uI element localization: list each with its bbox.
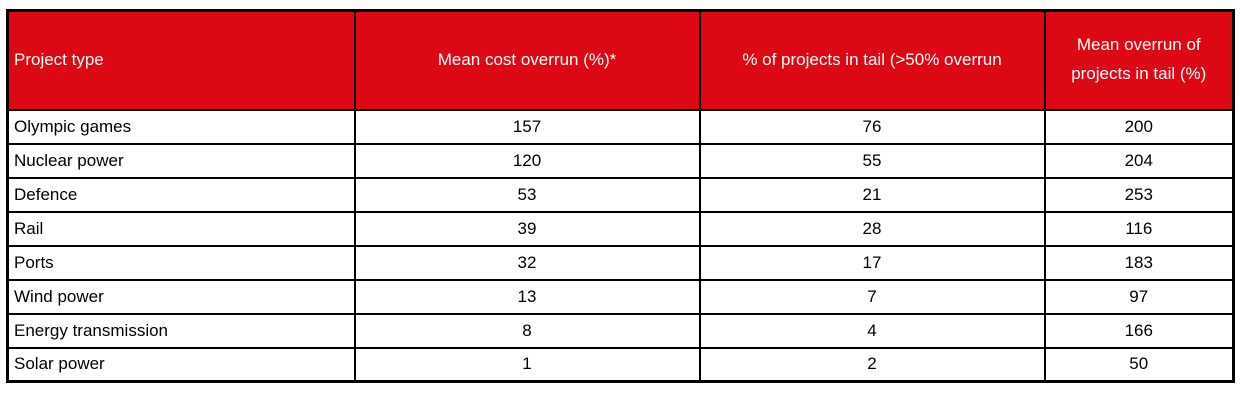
table-cell-project-type: Energy transmission <box>6 312 356 349</box>
table-cell-project-type: Ports <box>6 244 356 281</box>
table-cell-project-type: Solar power <box>6 346 356 383</box>
table-cell-mean-overrun-tail: 50 <box>1043 346 1235 383</box>
table-cell-mean-cost-overrun: 53 <box>353 176 701 213</box>
table-cell-project-type: Defence <box>6 176 356 213</box>
table-cell-mean-cost-overrun: 39 <box>353 210 701 247</box>
table-cell-mean-overrun-tail: 200 <box>1043 108 1235 145</box>
table-cell-project-type: Wind power <box>6 278 356 315</box>
column-header-mean-overrun-in-tail: Mean overrun of projects in tail (%) <box>1043 9 1235 111</box>
table-cell-mean-overrun-tail: 253 <box>1043 176 1235 213</box>
table-cell-pct-in-tail: 55 <box>698 142 1046 179</box>
table-cell-mean-cost-overrun: 13 <box>353 278 701 315</box>
table-cell-pct-in-tail: 4 <box>698 312 1046 349</box>
table-cell-mean-cost-overrun: 157 <box>353 108 701 145</box>
table-cell-pct-in-tail: 7 <box>698 278 1046 315</box>
table-cell-mean-cost-overrun: 32 <box>353 244 701 281</box>
table-row: Energy transmission 8 4 166 <box>6 312 1235 349</box>
cost-overrun-table: Project type Mean cost overrun (%)* % of… <box>6 9 1235 383</box>
table-cell-project-type: Nuclear power <box>6 142 356 179</box>
table-row: Solar power 1 2 50 <box>6 346 1235 383</box>
table-cell-mean-overrun-tail: 204 <box>1043 142 1235 179</box>
table-cell-project-type: Olympic games <box>6 108 356 145</box>
table-cell-pct-in-tail: 28 <box>698 210 1046 247</box>
table-cell-mean-cost-overrun: 120 <box>353 142 701 179</box>
table-cell-pct-in-tail: 76 <box>698 108 1046 145</box>
table-cell-mean-overrun-tail: 183 <box>1043 244 1235 281</box>
header-row: Project type Mean cost overrun (%)* % of… <box>6 9 1235 111</box>
table-row: Wind power 13 7 97 <box>6 278 1235 315</box>
table-row: Rail 39 28 116 <box>6 210 1235 247</box>
table-cell-pct-in-tail: 21 <box>698 176 1046 213</box>
table-cell-mean-overrun-tail: 97 <box>1043 278 1235 315</box>
table-cell-mean-cost-overrun: 8 <box>353 312 701 349</box>
table-cell-pct-in-tail: 17 <box>698 244 1046 281</box>
table-row: Defence 53 21 253 <box>6 176 1235 213</box>
column-header-pct-projects-in-tail: % of projects in tail (>50% overrun <box>698 9 1046 111</box>
table-cell-mean-overrun-tail: 116 <box>1043 210 1235 247</box>
column-header-mean-cost-overrun: Mean cost overrun (%)* <box>353 9 701 111</box>
table-cell-pct-in-tail: 2 <box>698 346 1046 383</box>
table-row: Nuclear power 120 55 204 <box>6 142 1235 179</box>
table-cell-mean-overrun-tail: 166 <box>1043 312 1235 349</box>
column-header-project-type: Project type <box>6 9 356 111</box>
table-row: Olympic games 157 76 200 <box>6 108 1235 145</box>
table-row: Ports 32 17 183 <box>6 244 1235 281</box>
table-cell-mean-cost-overrun: 1 <box>353 346 701 383</box>
table-cell-project-type: Rail <box>6 210 356 247</box>
